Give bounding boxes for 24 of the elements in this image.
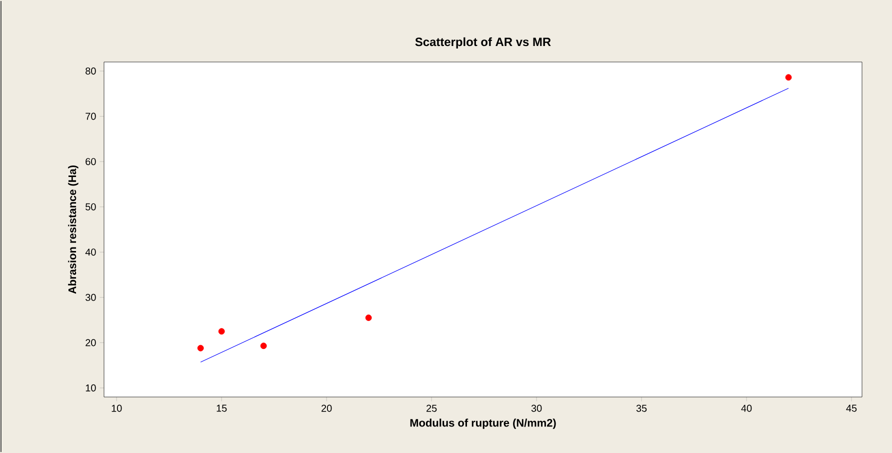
x-tick-label: 25 [426,404,437,412]
chart-title: Scatterplot of AR vs MR [415,37,551,48]
x-axis-title: Modulus of rupture (N/mm2) [410,418,556,429]
y-tick-label: 50 [86,203,96,210]
point [260,342,267,350]
x-tick-label: 10 [112,404,122,412]
y-tick-label: 80 [86,68,96,75]
y-tick-label: 10 [86,384,96,392]
x-tick-label: 15 [216,404,227,412]
x-tick-label: 20 [322,404,332,412]
x-tick-label: 35 [636,404,647,412]
y-axis-title: Abrasion resistance (Ha) [68,165,78,294]
point [218,328,225,335]
x-tick-label: 30 [531,404,542,412]
x-tick-label: 45 [846,404,857,412]
x-tick-label: 40 [741,404,752,412]
point [785,74,792,81]
y-tick-label: 70 [86,112,96,120]
y-tick-label: 60 [86,158,96,166]
y-tick-label: 40 [85,248,96,256]
y-tick-label: 30 [86,294,96,301]
y-tick-label: 20 [86,339,96,346]
point [197,344,204,352]
point [365,314,372,321]
